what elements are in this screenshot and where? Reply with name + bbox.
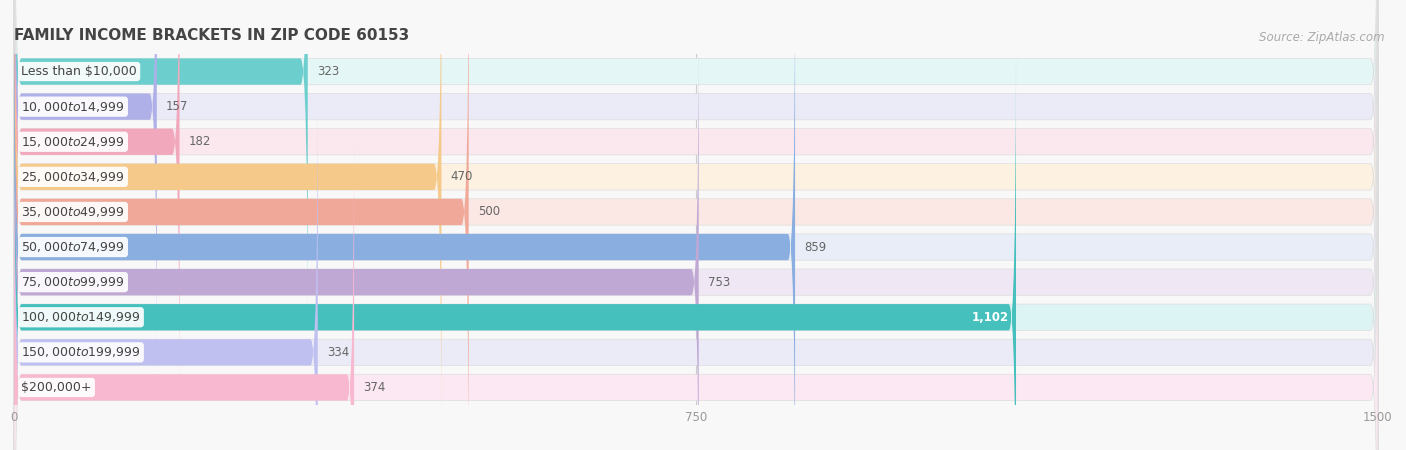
Text: 1,102: 1,102 xyxy=(972,311,1008,324)
FancyBboxPatch shape xyxy=(14,50,1378,450)
Text: 323: 323 xyxy=(316,65,339,78)
FancyBboxPatch shape xyxy=(14,14,1378,450)
Text: $75,000 to $99,999: $75,000 to $99,999 xyxy=(21,275,125,289)
Text: $10,000 to $14,999: $10,000 to $14,999 xyxy=(21,99,125,114)
Text: Less than $10,000: Less than $10,000 xyxy=(21,65,136,78)
FancyBboxPatch shape xyxy=(14,0,157,374)
Text: $200,000+: $200,000+ xyxy=(21,381,91,394)
Text: $150,000 to $199,999: $150,000 to $199,999 xyxy=(21,345,141,360)
Text: 500: 500 xyxy=(478,206,501,218)
FancyBboxPatch shape xyxy=(14,0,1378,445)
Text: Source: ZipAtlas.com: Source: ZipAtlas.com xyxy=(1260,32,1385,45)
FancyBboxPatch shape xyxy=(14,0,441,445)
FancyBboxPatch shape xyxy=(14,120,1378,450)
Text: FAMILY INCOME BRACKETS IN ZIP CODE 60153: FAMILY INCOME BRACKETS IN ZIP CODE 60153 xyxy=(14,28,409,43)
FancyBboxPatch shape xyxy=(14,0,308,339)
FancyBboxPatch shape xyxy=(14,50,1017,450)
FancyBboxPatch shape xyxy=(14,0,1378,450)
FancyBboxPatch shape xyxy=(14,0,180,410)
Text: $50,000 to $74,999: $50,000 to $74,999 xyxy=(21,240,125,254)
FancyBboxPatch shape xyxy=(14,85,1378,450)
Text: 157: 157 xyxy=(166,100,188,113)
FancyBboxPatch shape xyxy=(14,0,1378,339)
FancyBboxPatch shape xyxy=(14,120,354,450)
FancyBboxPatch shape xyxy=(14,0,1378,410)
Text: 182: 182 xyxy=(188,135,211,148)
Text: 753: 753 xyxy=(707,276,730,288)
Text: 859: 859 xyxy=(804,241,827,253)
Text: $35,000 to $49,999: $35,000 to $49,999 xyxy=(21,205,125,219)
Text: $15,000 to $24,999: $15,000 to $24,999 xyxy=(21,135,125,149)
FancyBboxPatch shape xyxy=(14,0,1378,374)
Text: 334: 334 xyxy=(326,346,349,359)
FancyBboxPatch shape xyxy=(14,0,1378,450)
FancyBboxPatch shape xyxy=(14,85,318,450)
FancyBboxPatch shape xyxy=(14,0,794,450)
FancyBboxPatch shape xyxy=(14,0,468,450)
Text: 470: 470 xyxy=(450,171,472,183)
FancyBboxPatch shape xyxy=(14,14,699,450)
Text: 374: 374 xyxy=(363,381,385,394)
Text: $25,000 to $34,999: $25,000 to $34,999 xyxy=(21,170,125,184)
Text: $100,000 to $149,999: $100,000 to $149,999 xyxy=(21,310,141,324)
